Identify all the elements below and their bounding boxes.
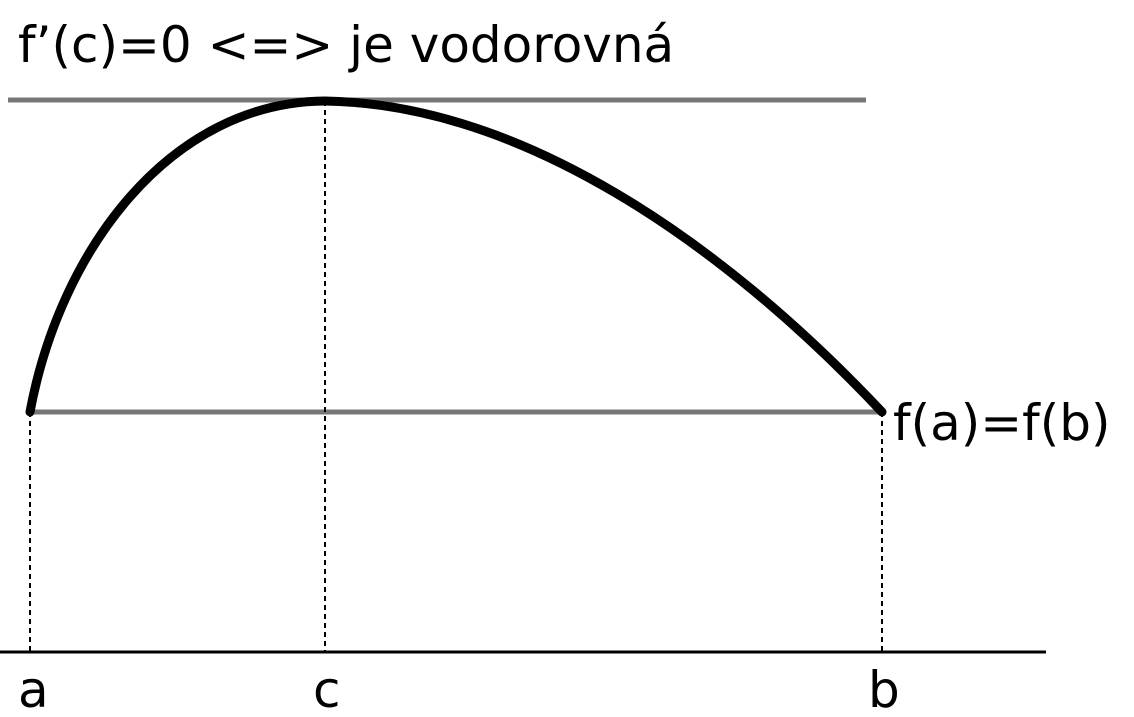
diagram-title: f’(c)=0 <=> je vodorovná — [18, 16, 674, 74]
equal-values-label: f(a)=f(b) — [893, 394, 1111, 452]
x-label-c: c — [313, 661, 341, 717]
x-label-a: a — [18, 661, 49, 717]
function-curve — [25, 96, 887, 417]
x-label-b: b — [868, 661, 900, 717]
